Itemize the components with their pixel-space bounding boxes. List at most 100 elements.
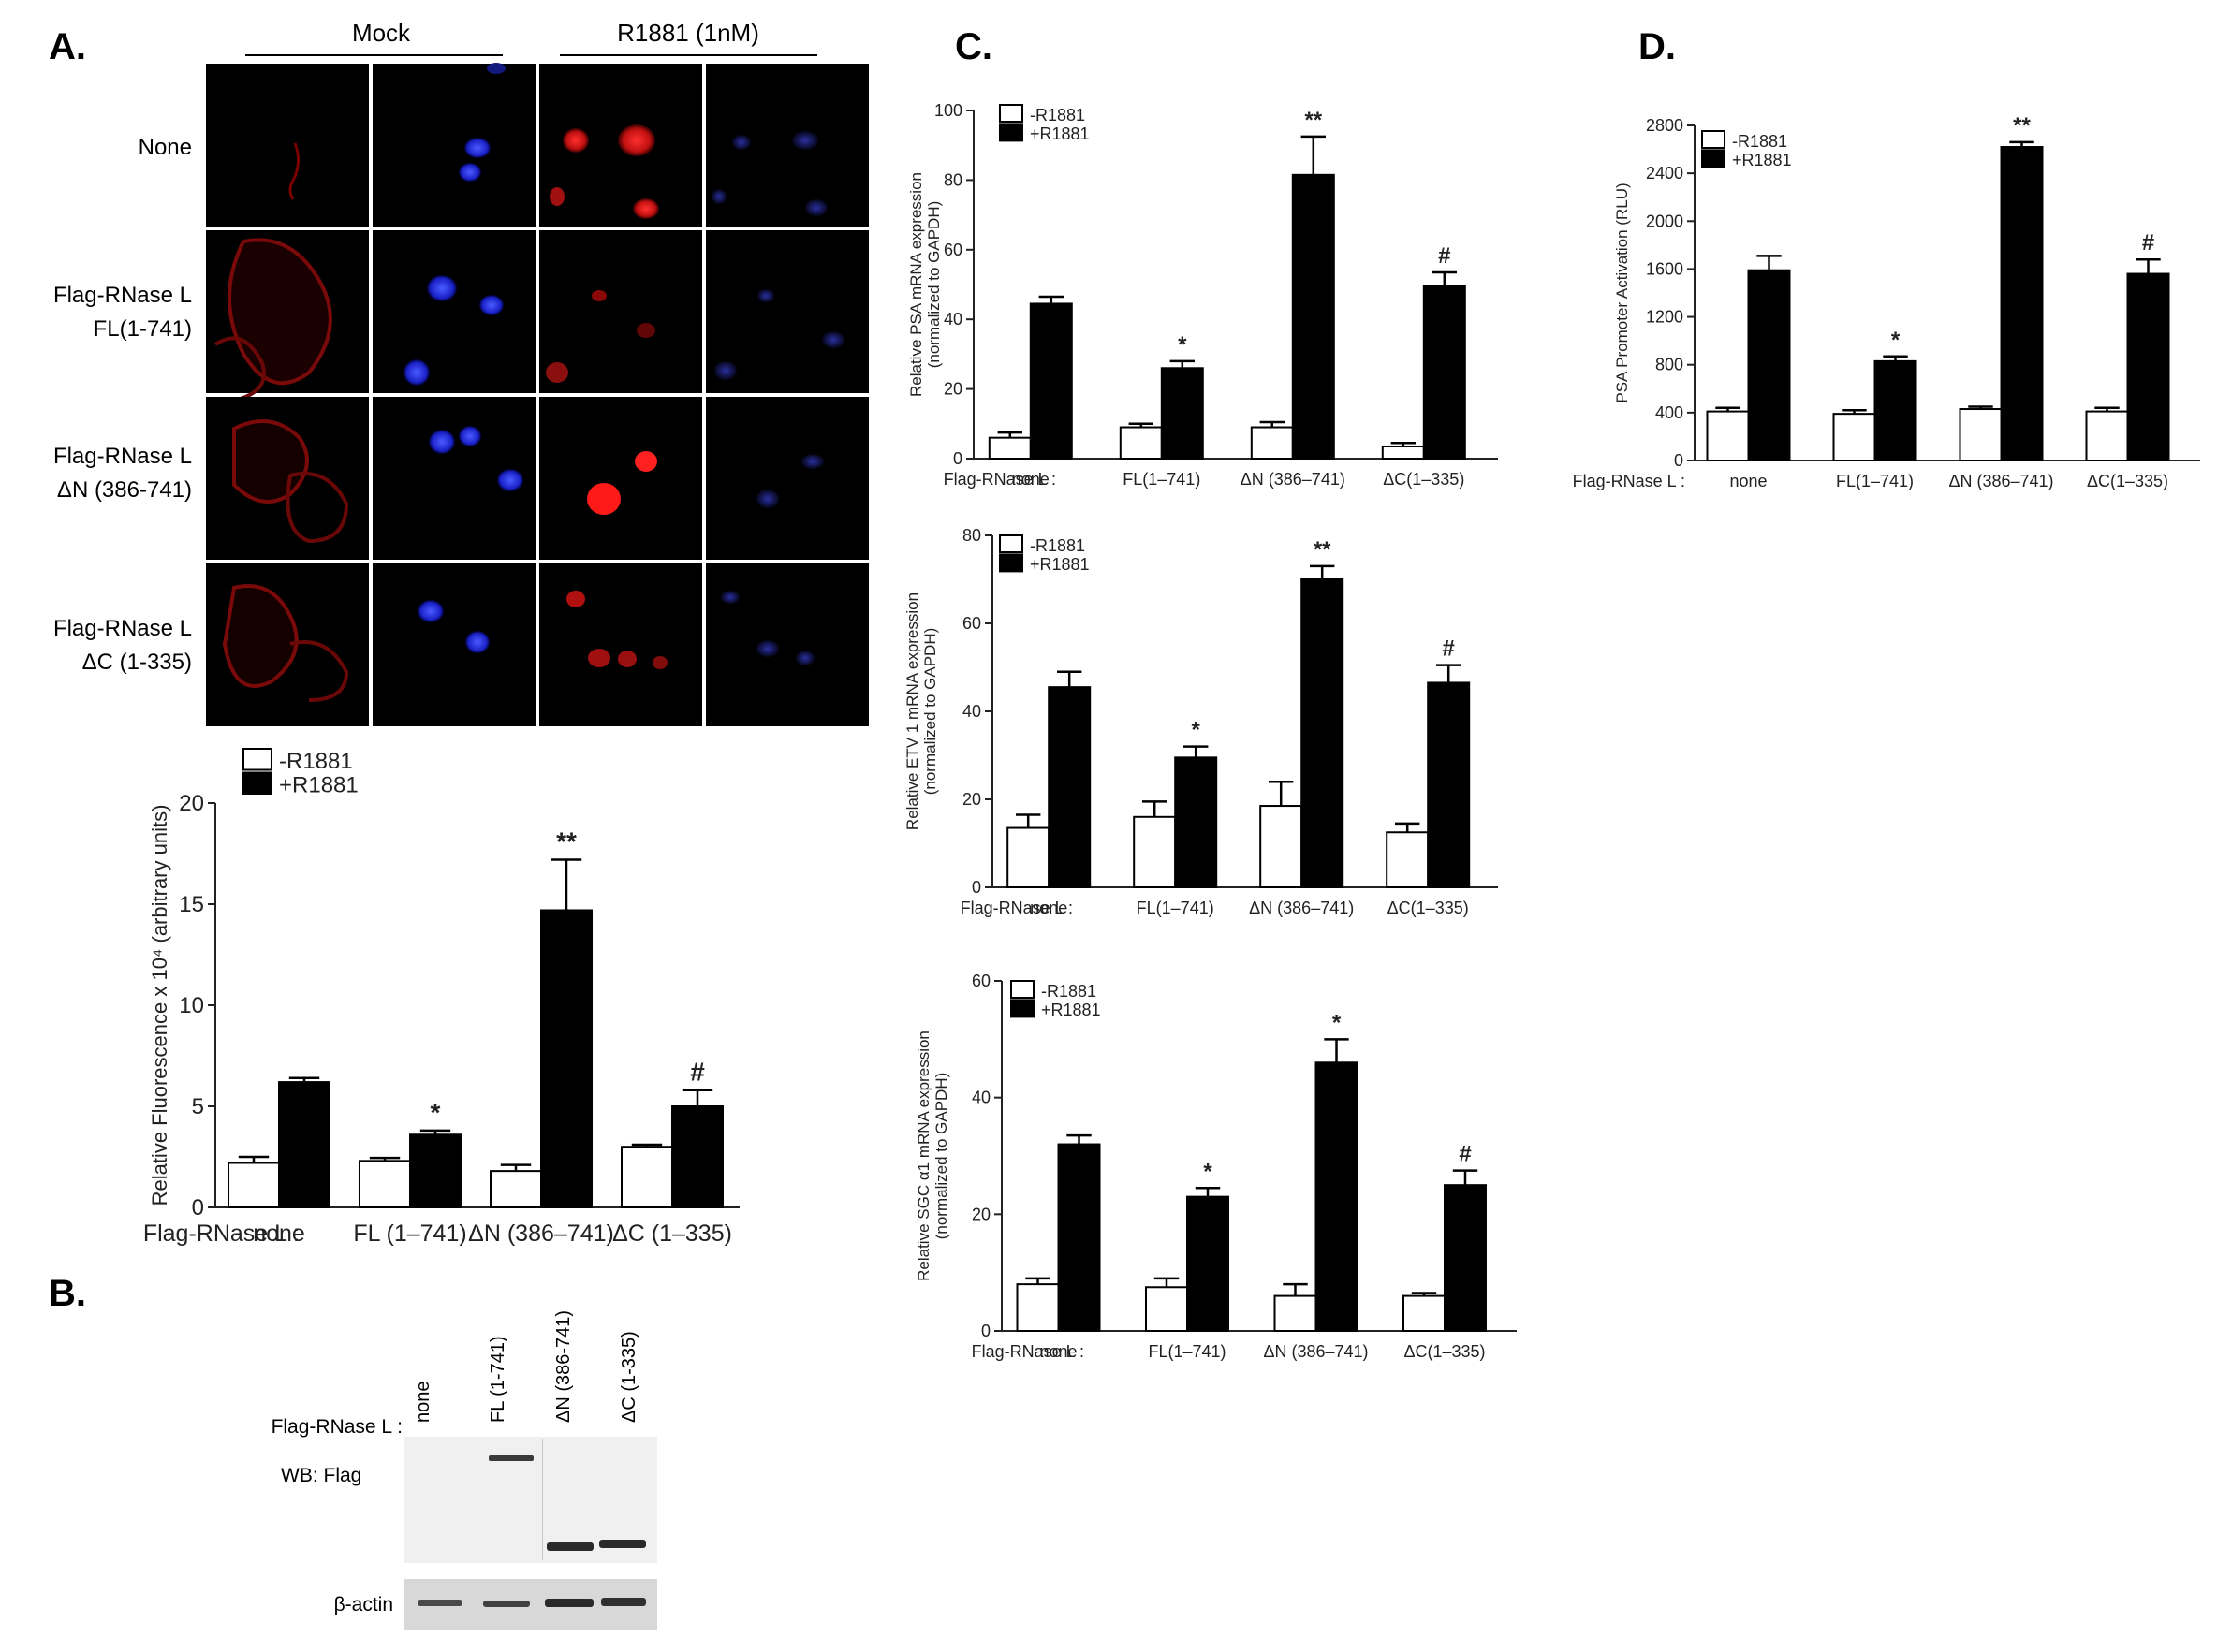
y-tick-label: 40 <box>962 702 981 721</box>
category-label: none <box>1039 1342 1077 1361</box>
blot-lane-label-dn: ΔN (386-741) <box>553 1309 574 1423</box>
significance-mark: * <box>1178 332 1187 358</box>
y-tick-label: 80 <box>962 526 981 545</box>
y-tick-label: 0 <box>192 1195 204 1221</box>
bar-minus-r1881 <box>1273 1294 1317 1333</box>
flag-rnase-label: Flag-RNase L : <box>1573 472 1685 490</box>
significance-mark: * <box>431 1098 441 1127</box>
bar-plus-r1881 <box>1300 578 1344 888</box>
bar-plus-r1881 <box>1422 285 1466 460</box>
category-label: FL(1–741) <box>1836 472 1914 490</box>
blot-actin-label: β-actin <box>333 1594 393 1615</box>
row-label-none: None <box>138 135 192 160</box>
chart-a-fluorescence: 0 5 10 15 20 Relative Fluorescence x 10⁴ (arb… <box>143 748 740 1247</box>
category-label: FL(1–741) <box>1148 1342 1226 1361</box>
blot-flag-label: Flag-RNase L : <box>271 1416 403 1438</box>
bar-minus-r1881 <box>1386 831 1430 888</box>
y-axis-label: PSA Promoter Activation (RLU) <box>1613 183 1631 402</box>
legend-label-plus: +R1881 <box>1030 555 1090 574</box>
significance-mark: * <box>1203 1159 1212 1184</box>
bar-plus-r1881 <box>2000 146 2044 462</box>
col-group-mock: Mock <box>351 19 411 47</box>
panel-label-d: D. <box>1638 26 1676 67</box>
y-tick-label: 800 <box>1655 356 1683 374</box>
bar-minus-r1881 <box>228 1162 280 1209</box>
blot-wb-flag-label: WB: Flag <box>281 1465 362 1486</box>
category-label: none <box>1729 472 1767 490</box>
y-tick-label: 20 <box>962 790 981 809</box>
category-label: ΔN (386–741) <box>1263 1342 1368 1361</box>
bar-plus-r1881 <box>671 1105 724 1208</box>
category-label: FL(1–741) <box>1137 899 1214 917</box>
panel-label-a: A. <box>49 26 86 67</box>
legend-swatch-plus <box>1010 999 1035 1018</box>
legend-swatch-minus <box>999 534 1023 553</box>
bar-plus-r1881 <box>1427 681 1471 888</box>
bar-minus-r1881 <box>988 436 1032 460</box>
chart-c-etv1: 0 20 40 60 80 Relative ETV 1 mRNA expression(… <box>903 526 1498 917</box>
y-tick-label: 40 <box>944 310 962 329</box>
legend-swatch-minus <box>242 748 272 771</box>
y-tick-label: 60 <box>962 614 981 633</box>
bar-minus-r1881 <box>359 1160 411 1209</box>
category-label: none <box>1030 899 1067 917</box>
bar-minus-r1881 <box>1832 413 1876 461</box>
category-label: ΔN (386–741) <box>1241 470 1345 489</box>
legend-swatch-minus <box>999 104 1023 123</box>
chart-d-psa-promoter: 0 400 800 1200 1600 2000 2400 2800 PSA Promoter … <box>1573 113 2200 490</box>
bar-minus-r1881 <box>1381 445 1425 461</box>
panel-label-c: C. <box>955 26 992 67</box>
col-group-r1881: R1881 (1nM) <box>617 19 759 47</box>
category-label: ΔN (386–741) <box>1948 472 2053 490</box>
y-axis-label: Relative ETV 1 mRNA expression <box>903 592 921 830</box>
bar-minus-r1881 <box>1145 1286 1188 1332</box>
legend-label-plus: +R1881 <box>1041 1001 1101 1019</box>
bar-minus-r1881 <box>1250 426 1294 460</box>
y-tick-label: 80 <box>944 170 962 189</box>
bar-minus-r1881 <box>1016 1283 1060 1332</box>
category-label: ΔN (386–741) <box>1249 899 1354 917</box>
y-tick-label: 40 <box>972 1089 991 1107</box>
y-tick-label: 0 <box>981 1322 991 1340</box>
bar-plus-r1881 <box>278 1081 330 1208</box>
significance-mark: ** <box>1314 537 1331 563</box>
chart-c-psa: 0 20 40 60 80 100 Relative PSA mRNA expression… <box>907 101 1498 489</box>
legend-label-minus: -R1881 <box>1030 536 1085 555</box>
y-tick-label: 2400 <box>1646 164 1683 183</box>
y-axis-label: Relative PSA mRNA expression <box>907 172 925 397</box>
legend-swatch-minus <box>1010 980 1035 999</box>
legend-swatch-plus <box>999 123 1023 142</box>
blot-lane-label-dc: ΔC (1-335) <box>619 1331 639 1423</box>
category-label: ΔC(1–335) <box>1387 899 1469 917</box>
bar-minus-r1881 <box>1959 408 2003 461</box>
col-group-r1881-line <box>560 54 817 56</box>
row-label-dc: Flag-RNase L ΔC (1-335) <box>52 616 192 675</box>
row-label-fl: Flag-RNase L FL(1-741) <box>52 283 192 342</box>
category-label: ΔC(1–335) <box>2087 472 2168 490</box>
y-tick-label: 2000 <box>1646 212 1683 230</box>
legend-swatch-plus <box>1701 149 1725 168</box>
flag-rnase-label: Flag-RNase L : <box>944 470 1056 489</box>
significance-mark: ** <box>2013 113 2031 139</box>
legend-swatch-plus <box>999 553 1023 573</box>
bar-plus-r1881 <box>1314 1061 1358 1333</box>
y-axis-label: Relative Fluorescence x 10⁴ (arbitrary u… <box>148 805 171 1206</box>
y-axis-label: (normalized to GAPDH) <box>932 1073 950 1240</box>
y-tick-label: 10 <box>179 993 204 1018</box>
legend-label-plus: +R1881 <box>279 773 359 798</box>
y-tick-label: 20 <box>179 791 204 816</box>
y-tick-label: 0 <box>953 449 962 468</box>
category-label: ΔC(1–335) <box>1383 470 1464 489</box>
legend-swatch-plus <box>242 771 272 795</box>
bar-minus-r1881 <box>1402 1294 1446 1333</box>
y-tick-label: 0 <box>972 878 981 897</box>
bar-minus-r1881 <box>1119 426 1163 460</box>
bar-minus-r1881 <box>2085 410 2129 462</box>
microscopy-grid <box>206 63 873 734</box>
significance-mark: # <box>1443 636 1455 662</box>
category-label: ΔC (1–335) <box>612 1221 732 1247</box>
bar-plus-r1881 <box>1160 367 1204 460</box>
col-group-mock-line <box>245 54 503 56</box>
bar-minus-r1881 <box>490 1170 542 1208</box>
y-axis-label: Relative SGC α1 mRNA expression <box>915 1031 932 1281</box>
